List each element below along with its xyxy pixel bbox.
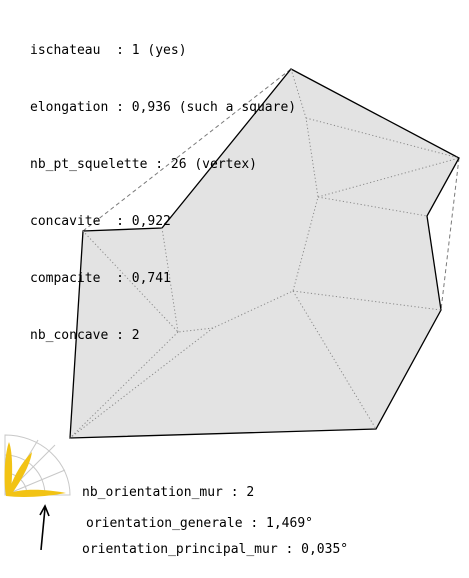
stat-compacite: compacite : 0,741 — [30, 271, 171, 286]
stat-nb-pt-squelette: nb_pt_squelette : 26 (vertex) — [30, 157, 257, 172]
stat-ischateau: ischateau : 1 (yes) — [30, 43, 187, 58]
convex-hull — [82, 68, 460, 311]
north-arrow-icon — [39, 504, 50, 550]
stat-nb-concave: nb_concave : 2 — [30, 328, 140, 343]
straight-skeleton — [69, 68, 460, 439]
building-footprint — [69, 68, 460, 439]
stat-elongation: elongation : 0,936 (such a square) — [30, 100, 297, 115]
rose-petal-horizontal — [6, 489, 66, 497]
wall-orientation-stats: nb_orientation_mur : 2 orientation_princ… — [82, 445, 348, 578]
shape-statistics: ischateau : 1 (yes) elongation : 0,936 (… — [30, 3, 296, 364]
stat-orientation-generale: orientation_generale : 1,469° — [86, 516, 313, 531]
orientation-rose-icon — [4, 434, 71, 497]
rose-petal-diagonal — [8, 452, 32, 495]
stat-concavite: concavite : 0,922 — [30, 214, 171, 229]
stat-nb-orientation-mur: nb_orientation_mur : 2 — [82, 485, 255, 500]
building-diagram — [4, 68, 460, 550]
rose-petal-vertical — [4, 442, 13, 495]
